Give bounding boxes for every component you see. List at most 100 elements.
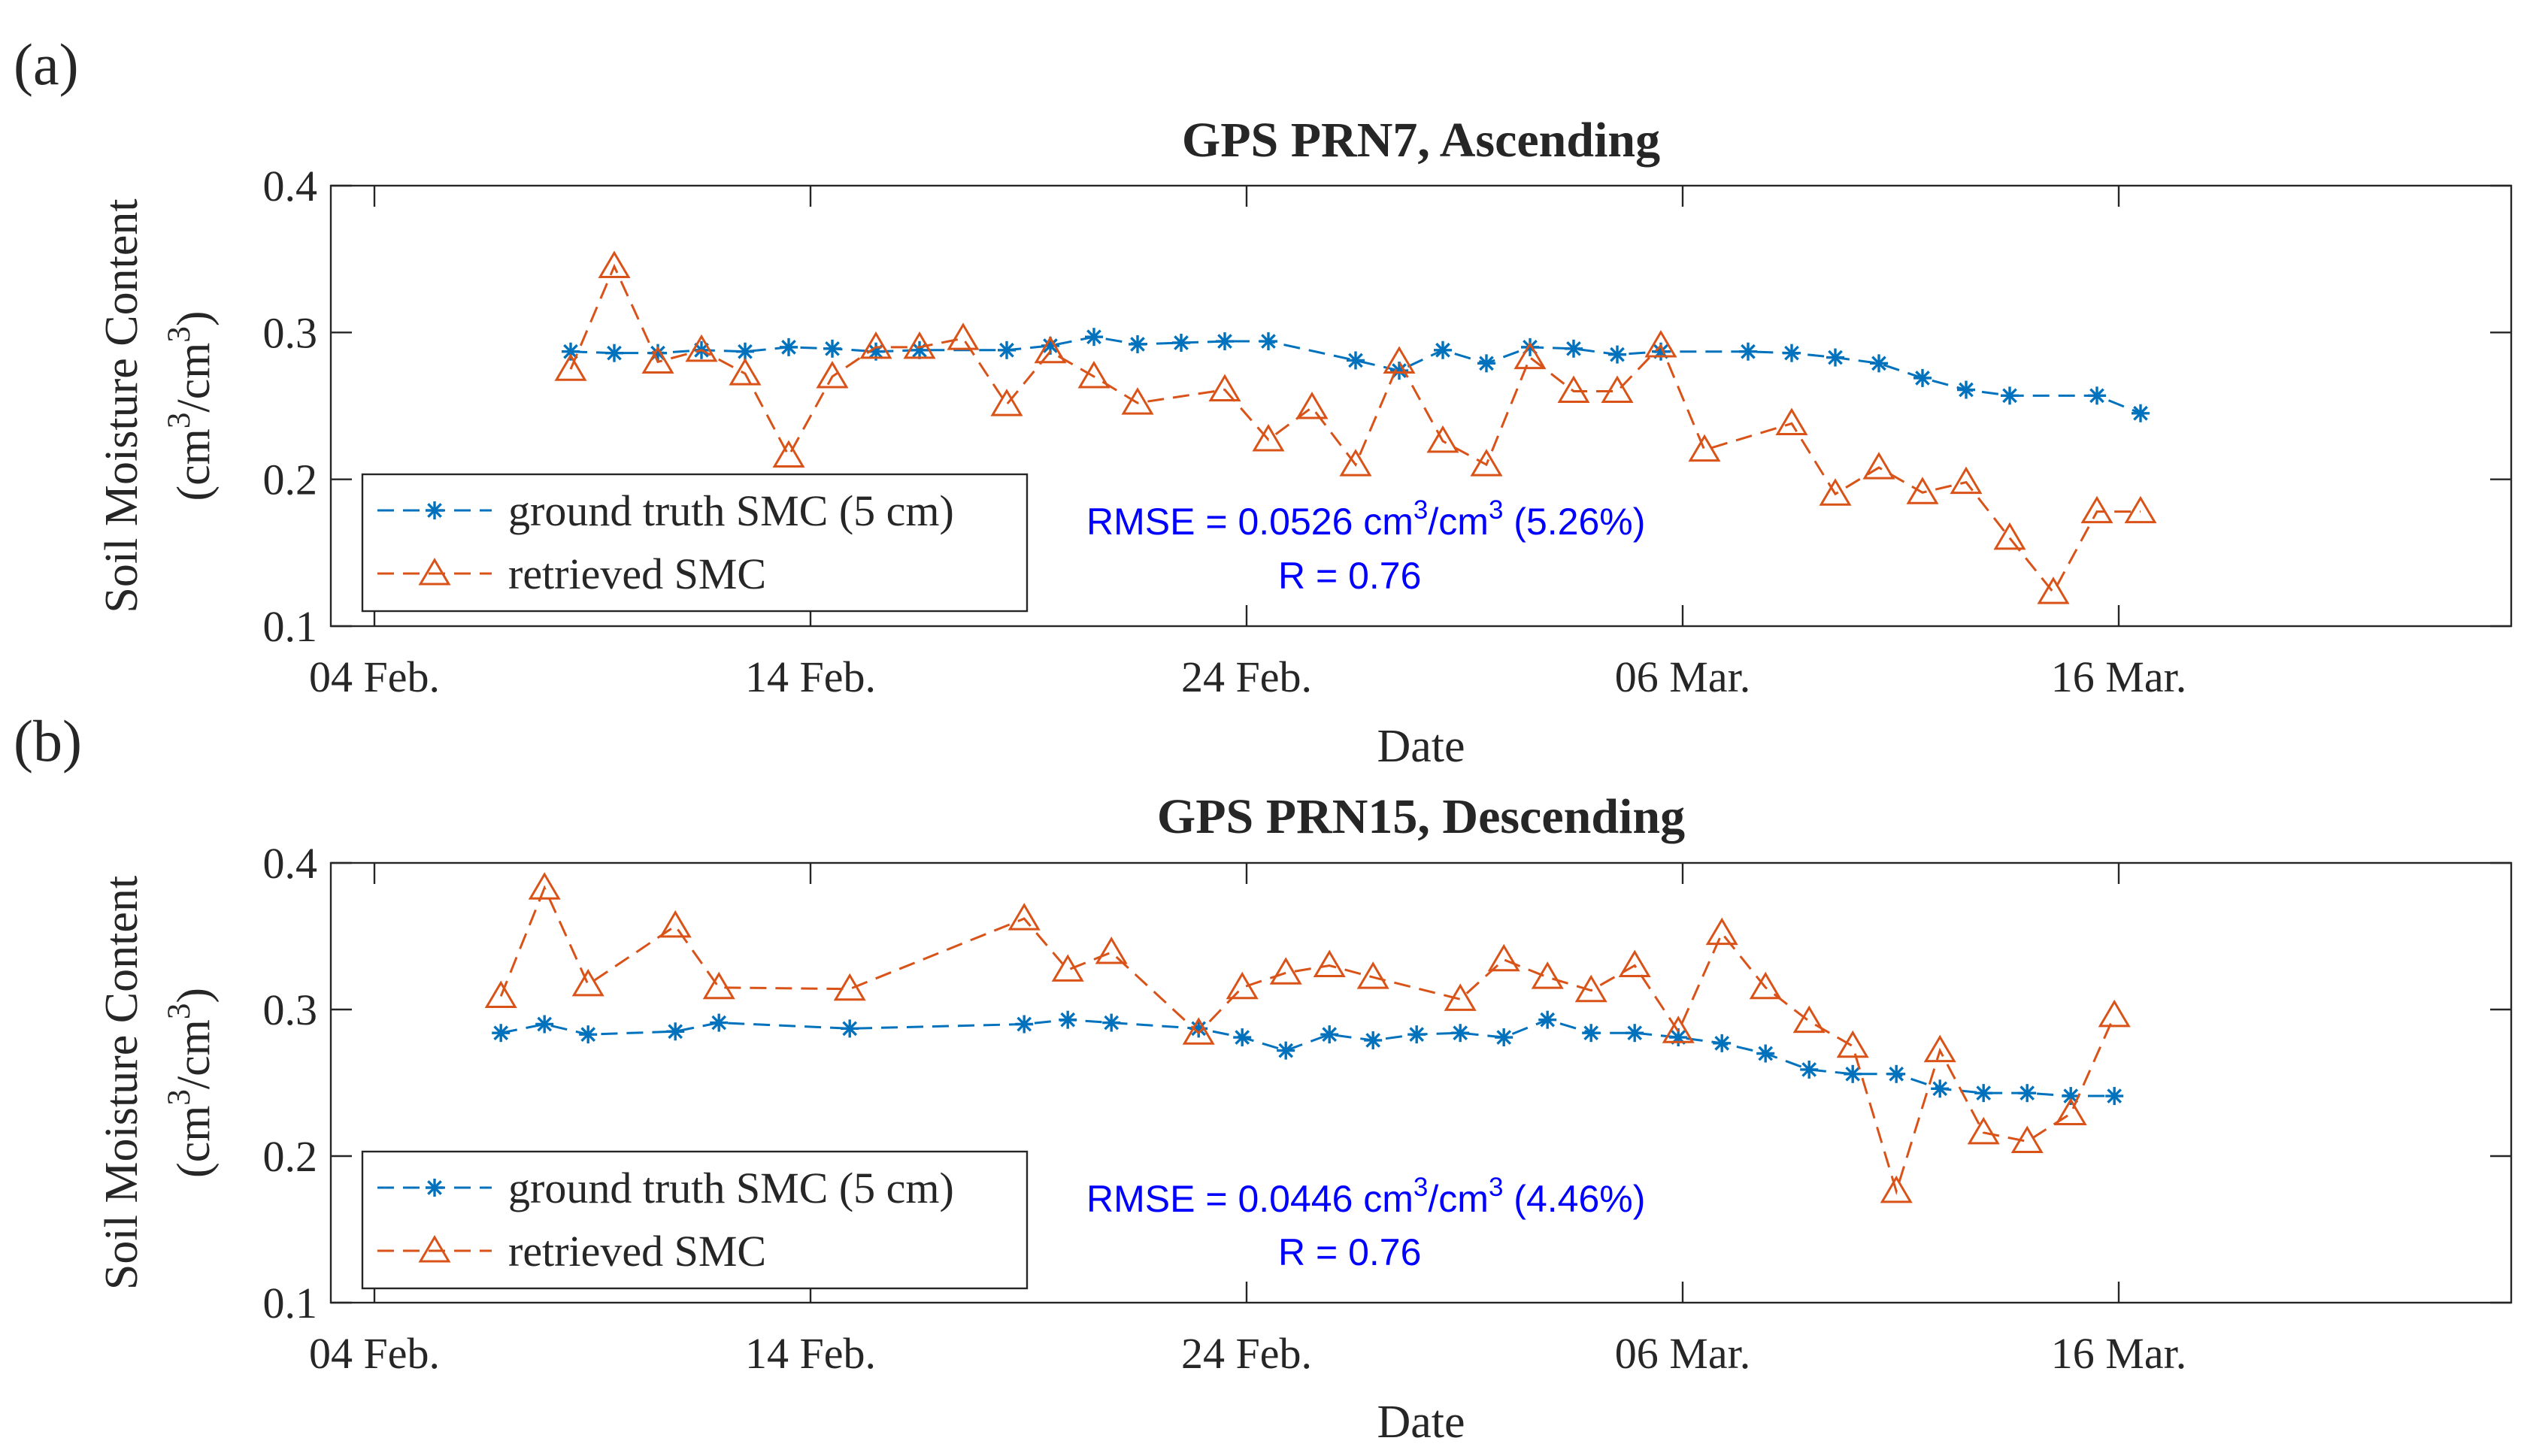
panel-a: (a) GPS PRN7, Ascending 0.1 0.2 0.3 0.4 04 Feb… (14, 32, 2513, 772)
data-point (841, 1019, 859, 1038)
data-point (2124, 495, 2157, 524)
y-axis-unit-label: (cm3/cm3) (162, 988, 220, 1178)
r-annotation: R = 0.76 (1278, 555, 1421, 597)
x-tick-label: 16 Mar. (2051, 652, 2186, 701)
data-point (1252, 423, 1285, 452)
data-point (579, 1025, 598, 1044)
data-point (554, 353, 587, 381)
data-point (641, 346, 674, 374)
plot-area (329, 861, 2513, 1304)
data-point (780, 338, 798, 356)
data-point (2098, 999, 2131, 1028)
data-point (2010, 1125, 2044, 1154)
data-point (1208, 374, 1241, 402)
data-point (1557, 375, 1590, 404)
data-point (1444, 983, 1477, 1011)
legend-label: retrieved SMC (508, 1227, 766, 1276)
data-point (1095, 936, 1128, 964)
data-point (2054, 1097, 2087, 1125)
data-point (1487, 943, 1520, 972)
data-point (1880, 1175, 1913, 1203)
data-point (1339, 449, 1372, 477)
data-point (1034, 335, 1067, 364)
legend-box (361, 473, 1029, 613)
y-axis-unit-label: (cm3/cm3) (162, 310, 220, 501)
data-point (2062, 1087, 2080, 1106)
data-point (1574, 974, 1607, 1003)
data-point (1923, 1034, 1956, 1063)
legend-box (361, 1150, 1029, 1290)
data-point (1913, 368, 1932, 387)
data-point (1826, 348, 1844, 367)
data-point (1739, 342, 1757, 361)
data-point (1356, 961, 1389, 989)
data-point (1172, 334, 1190, 353)
data-point (1950, 466, 1983, 495)
data-point (1313, 949, 1346, 978)
data-point (1320, 1025, 1339, 1044)
data-point (816, 360, 849, 389)
data-point (2088, 386, 2106, 405)
data-point (1538, 1010, 1557, 1029)
data-point (1957, 380, 1975, 399)
data-point (528, 872, 561, 900)
data-point (2018, 1084, 2037, 1103)
data-point (1451, 1024, 1470, 1043)
data-point (1269, 957, 1302, 985)
data-point (1993, 522, 2026, 550)
data-point (1931, 1079, 1950, 1098)
data-point (666, 1022, 685, 1041)
x-tick-label: 06 Mar. (1615, 1329, 1750, 1378)
data-point (598, 250, 631, 278)
data-point (1662, 1016, 1695, 1043)
data-point (1470, 449, 1503, 477)
legend-marker (426, 501, 444, 519)
data-point (2080, 495, 2113, 524)
data-point (702, 971, 735, 1000)
data-point (833, 973, 866, 1001)
data-point (710, 1013, 729, 1032)
data-point (1277, 1041, 1295, 1060)
y-tick-label: 0.3 (263, 308, 318, 357)
data-point (571, 968, 604, 997)
data-point (1783, 344, 1801, 362)
legend-entry-retrieved: retrieved SMC (377, 1227, 766, 1276)
data-point (823, 339, 841, 358)
series-line (569, 263, 2141, 595)
data-point (1102, 1013, 1121, 1032)
data-point (1608, 345, 1626, 364)
x-tick-label: 06 Mar. (1615, 652, 1750, 701)
x-tick-label: 16 Mar. (2051, 1329, 2186, 1378)
data-point (772, 440, 805, 468)
data-point (1792, 1005, 1826, 1034)
data-point (1756, 1044, 1775, 1063)
legend-entry-retrieved: retrieved SMC (377, 549, 766, 598)
legend: ground truth SMC (5 cm) retrieved SMC (361, 1150, 1029, 1290)
data-point (1364, 1031, 1383, 1049)
data-point (659, 910, 692, 938)
legend-label: retrieved SMC (508, 549, 766, 598)
data-point (1713, 1034, 1732, 1052)
data-point (562, 342, 580, 361)
data-point (1688, 434, 1721, 462)
data-point (2132, 404, 2150, 422)
data-point (1347, 351, 1365, 370)
data-point (736, 342, 754, 361)
x-tick-label: 04 Feb. (309, 652, 440, 701)
data-point (1626, 1024, 1644, 1043)
series-line (570, 335, 2141, 415)
data-point (1906, 477, 1939, 504)
data-point (1513, 341, 1547, 370)
data-point (1051, 954, 1084, 982)
data-point (2001, 386, 2019, 405)
data-point (1836, 1030, 1869, 1058)
legend-marker (426, 1179, 444, 1197)
panel-b: (b) GPS PRN15, Descending 0.1 0.2 0.3 0.4 04 F… (14, 708, 2513, 1448)
legend-marker (418, 558, 451, 586)
data-point (1819, 478, 1852, 506)
legend-marker (418, 1235, 451, 1263)
data-point (1077, 360, 1110, 389)
data-point (1618, 949, 1651, 978)
data-point (1531, 961, 1564, 989)
